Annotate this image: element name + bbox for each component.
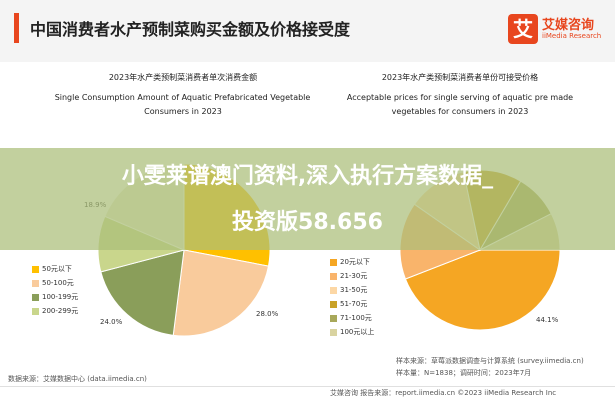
chart2-title: 2023年水产类预制菜消费者单份可接受价格	[381, 73, 539, 82]
footer: 艾媒咨询 报告来源：report.iimedia.cn ©2023 iiMedi…	[330, 389, 557, 397]
chart1-legend-swatch-1	[32, 279, 39, 287]
brand-name-en: iiMedia Research	[542, 32, 602, 40]
brand-name: 艾媒咨询	[542, 18, 595, 33]
chart2-legend-swatch-3	[330, 300, 337, 308]
chart1-source-note: 数据来源：艾媒数据中心 (data.iimedia.cn)	[8, 375, 147, 383]
pie2-label-0: 44.1%	[536, 316, 559, 324]
chart2-legend-label-1: 21-30元	[340, 272, 368, 280]
chart1-title: 2023年水产类预制菜消费者单次消费金额	[108, 73, 258, 82]
chart2-legend-label-3: 51-70元	[340, 300, 368, 308]
page-title: 中国消费者水产预制菜购买金额及价格接受度	[30, 20, 351, 39]
chart2-legend: 20元以下 21-30元 31-50元 51-70元 71-100元 100元以上	[330, 255, 374, 339]
chart2-legend-swatch-5	[330, 328, 337, 336]
chart1-legend-item-3: 200-299元	[32, 304, 78, 318]
chart2-legend-swatch-0	[330, 258, 337, 266]
chart2-legend-item-4: 71-100元	[330, 311, 374, 325]
chart2-legend-item-1: 21-30元	[330, 269, 374, 283]
pie1-slice-1	[172, 249, 270, 337]
chart2-legend-label-0: 20元以下	[340, 258, 370, 266]
chart2-subtitle-line1: Acceptable prices for single serving of …	[346, 93, 574, 102]
pie1-label-0: 28.0%	[256, 310, 279, 318]
footer-divider	[0, 386, 615, 387]
chart2-legend-label-5: 100元以上	[340, 328, 375, 336]
chart1-legend-swatch-2	[32, 293, 39, 301]
overlay-headline-line2: 投资版58.656	[232, 210, 383, 235]
overlay-headline-line1: 小雯莱谱澳门资料,深入执行方案数据_	[121, 164, 494, 189]
chart1-legend-item-0: 50元以下	[32, 262, 78, 276]
header: 中国消费者水产预制菜购买金额及价格接受度 艾 艾媒咨询 iiMedia Rese…	[0, 0, 615, 62]
chart1-legend-label-1: 50-100元	[42, 279, 74, 287]
chart1-legend-label-2: 100-199元	[42, 293, 79, 301]
chart1-legend: 50元以下 50-100元 100-199元 200-299元	[32, 262, 78, 318]
chart2-legend-item-2: 31-50元	[330, 283, 374, 297]
brand-logo-icon: 艾	[508, 14, 538, 44]
chart1-legend-swatch-3	[32, 307, 39, 315]
chart2-legend-swatch-1	[330, 272, 337, 280]
chart2-subtitle-line2: vegetables for consumers in 2023	[391, 107, 529, 116]
chart1-subtitle-line1: Single Consumption Amount of Aquatic Pre…	[54, 93, 311, 102]
chart2-legend-label-2: 31-50元	[340, 286, 368, 294]
chart1-legend-item-2: 100-199元	[32, 290, 78, 304]
chart1-legend-swatch-0	[32, 265, 39, 273]
chart2-legend-item-5: 100元以上	[330, 325, 374, 339]
chart2-legend-swatch-4	[330, 314, 337, 322]
pie2-slice-0	[404, 249, 561, 331]
chart2-legend-label-4: 71-100元	[340, 314, 372, 322]
pie1-slice-2	[100, 249, 185, 336]
chart1-legend-item-1: 50-100元	[32, 276, 78, 290]
header-accent-bar	[14, 13, 19, 43]
chart1-subtitle-line2: Consumers in 2023	[144, 107, 222, 116]
chart2-legend-swatch-2	[330, 286, 337, 294]
chart2-legend-item-0: 20元以下	[330, 255, 374, 269]
pie1-label-1: 24.0%	[100, 318, 123, 326]
chart2-sample-note: 样本来源：草莓派数据调查与计算系统 (survey.iimedia.cn)	[396, 357, 584, 365]
chart2-sample-size: 样本量：N=1838；调研时间：2023年7月	[396, 369, 532, 377]
chart1-legend-label-3: 200-299元	[42, 307, 79, 315]
chart2-legend-item-3: 51-70元	[330, 297, 374, 311]
overlay-banner	[0, 148, 615, 250]
chart1-legend-label-0: 50元以下	[42, 265, 72, 273]
